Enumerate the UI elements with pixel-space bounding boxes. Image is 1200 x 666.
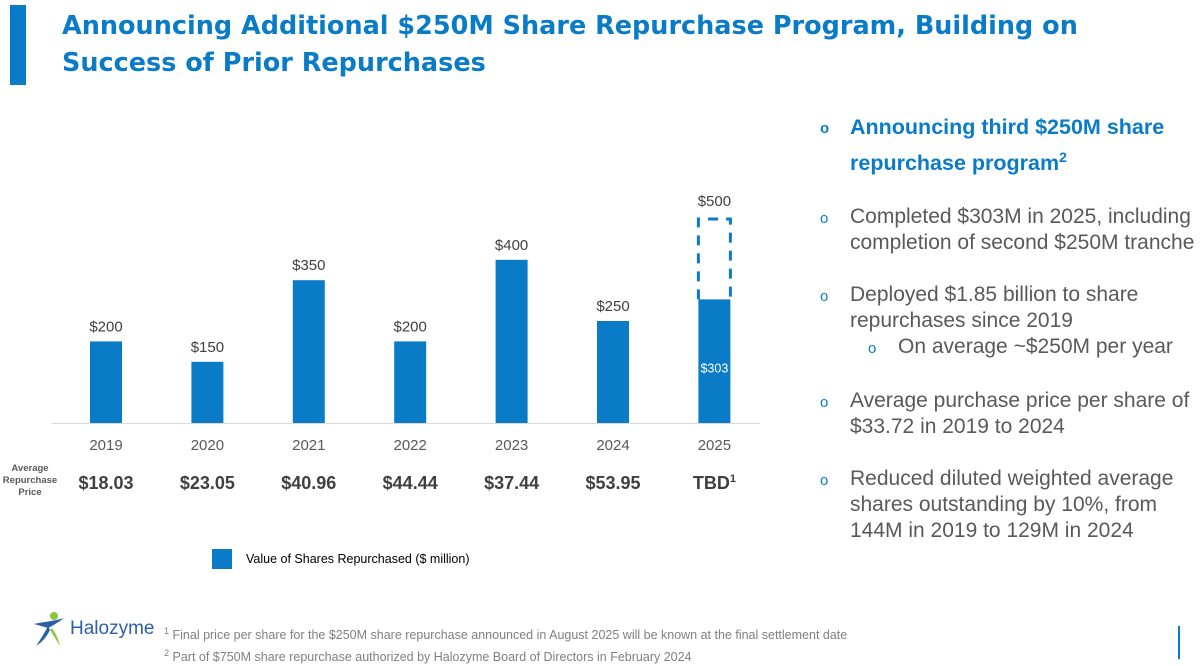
bullet-item: o Reduced diluted weighted average shares…: [820, 466, 1200, 544]
target-outline-2025: [696, 217, 732, 300]
bullet-item: o Deployed $1.85 billion to share repurch…: [820, 282, 1200, 334]
bar-2023: [495, 259, 528, 423]
bar-2019: [90, 341, 122, 423]
bar-2022: [394, 341, 427, 423]
bullet-text: Completed $303M in 2025, including compl…: [850, 205, 1195, 255]
bullet-text: Reduced diluted weighted average shares …: [850, 467, 1174, 543]
footnote-2: 2 Part of $750M share repurchase authori…: [164, 648, 692, 665]
bar-value-label-2024: $250: [596, 298, 629, 315]
bullet-marker-icon: o: [820, 394, 829, 412]
footnotes: 1 Final price per share for the $250M sh…: [164, 622, 847, 666]
bar-2021: [292, 280, 325, 423]
corner-accent-line: [1178, 626, 1180, 659]
bullet-marker-icon: o: [820, 472, 829, 490]
bullet-gap: [820, 362, 1200, 388]
title-accent-bar: [10, 5, 26, 85]
bullet-item: o Announcing third $250M share repurchase…: [820, 112, 1200, 178]
avg-price-2025: TBD1: [693, 473, 736, 493]
bar-value-label-2021: $350: [292, 257, 325, 274]
bullet-text: Average purchase price per share of $33.…: [850, 389, 1190, 439]
avg-price-2022: $44.44: [383, 473, 438, 493]
halozyme-figure-logo-icon: [34, 612, 64, 646]
bullet-gap: [820, 178, 1200, 204]
bullet-marker-icon: o: [820, 210, 829, 228]
slide-title: Announcing Additional $250M Share Repurc…: [62, 11, 1078, 78]
chart-legend: Value of Shares Repurchased ($ million): [212, 549, 470, 569]
x-tick-label-2021: 2021: [292, 437, 325, 454]
x-tick-label-2023: 2023: [495, 437, 528, 454]
bar-value-label-2025: $303: [700, 361, 728, 375]
legend-label: Value of Shares Repurchased ($ million): [246, 552, 470, 566]
bullet-text: Deployed $1.85 billion to share repurcha…: [850, 283, 1139, 333]
bar-value-label-2020: $150: [191, 339, 224, 356]
x-tick-label-2022: 2022: [394, 437, 427, 454]
bullet-text: Announcing third $250M share repurchase …: [850, 115, 1165, 176]
avg-price-2023: $37.44: [484, 473, 539, 493]
x-tick-label-2024: 2024: [596, 437, 629, 454]
target-value-label: $500: [698, 193, 731, 210]
key-points-list: o Announcing third $250M share repurchase…: [820, 112, 1200, 544]
x-tick-label-2020: 2020: [191, 437, 224, 454]
bullet-marker-icon: o: [820, 288, 829, 306]
bullet-item: o Completed $303M in 2025, including comp…: [820, 204, 1200, 256]
avg-price-2021: $40.96: [281, 473, 336, 493]
legend-swatch: [212, 549, 232, 569]
bullet-marker-icon: o: [868, 340, 877, 358]
x-tick-label-2025: 2025: [698, 437, 731, 454]
bar-2024: [597, 321, 629, 423]
avg-price-2024: $53.95: [585, 473, 640, 493]
bar-value-label-2022: $200: [394, 318, 427, 335]
bar-value-label-2023: $400: [495, 237, 528, 254]
halozyme-logo: Halozyme: [30, 610, 154, 648]
bar-2020: [191, 361, 224, 423]
bullet-gap: [820, 440, 1200, 466]
bar-2025: [698, 299, 731, 423]
repurchase-bar-chart: $200 2019 $150 2020 $350 2021 $200 2022 $400 2023…: [3, 193, 760, 498]
price-row-label: Repurchase: [3, 475, 57, 486]
logo-text: Halozyme: [70, 618, 155, 639]
bullet-marker-icon: o: [820, 120, 830, 137]
bullet-text: On average ~$250M per year: [898, 335, 1173, 359]
sub-bullet: o On average ~$250M per year: [820, 334, 1200, 362]
footnote-1: 1 Final price per share for the $250M sh…: [164, 626, 848, 643]
bullet-gap: [820, 256, 1200, 282]
price-row-label: Average: [11, 463, 48, 474]
bar-value-label-2019: $200: [89, 318, 122, 335]
x-tick-label-2019: 2019: [89, 437, 122, 454]
avg-price-2020: $23.05: [180, 473, 235, 493]
price-row-label: Price: [18, 487, 41, 498]
bullet-item: o Average purchase price per share of $33…: [820, 388, 1200, 440]
avg-price-2019: $18.03: [78, 473, 133, 493]
